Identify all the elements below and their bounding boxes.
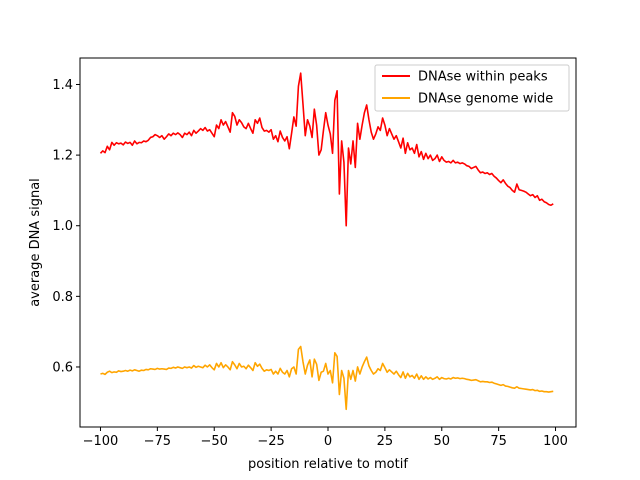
x-tick-label: −50 — [201, 434, 228, 449]
legend: DNAse within peaks DNAse genome wide — [374, 64, 570, 112]
y-tick-label: 0.6 — [52, 360, 73, 375]
y-tick-label: 1.0 — [52, 219, 73, 234]
x-axis-label: position relative to motif — [248, 457, 408, 472]
x-tick-label: −75 — [144, 434, 171, 449]
legend-label-dnase-within-peaks: DNAse within peaks — [418, 70, 548, 85]
series-layer — [99, 72, 554, 411]
y-tick-label: 0.8 — [52, 290, 73, 305]
x-tick-label: −25 — [257, 434, 284, 449]
x-axis: −100 −75 −50 −25 0 25 50 75 100 — [83, 427, 568, 449]
x-tick-label: 100 — [543, 434, 568, 449]
legend-box — [374, 64, 570, 112]
y-tick-label: 1.4 — [52, 78, 73, 93]
x-tick-label: 0 — [324, 434, 332, 449]
x-tick-label: 75 — [490, 434, 507, 449]
x-tick-label: −100 — [83, 434, 119, 449]
y-axis: 0.6 0.8 1.0 1.2 1.4 — [52, 78, 80, 375]
series-line-dnase-within-peaks — [99, 72, 554, 227]
x-tick-label: 50 — [433, 434, 450, 449]
series-line-dnase-genome-wide — [100, 345, 554, 411]
x-tick-label: 25 — [377, 434, 394, 449]
y-axis-label: average DNA signal — [28, 178, 43, 307]
y-tick-label: 1.2 — [52, 149, 73, 164]
legend-label-dnase-genome-wide: DNAse genome wide — [418, 92, 553, 107]
